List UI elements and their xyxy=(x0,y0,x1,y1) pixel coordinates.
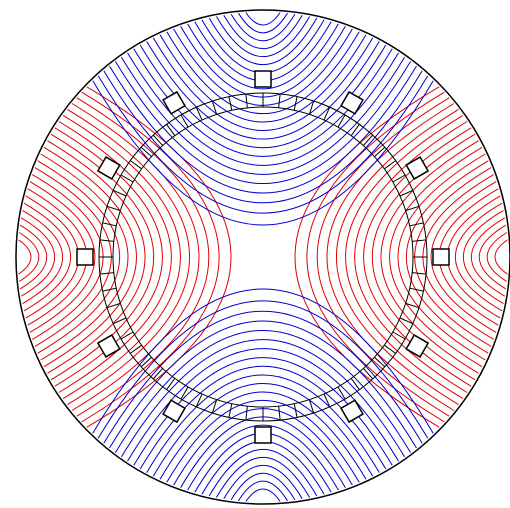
page: (() => { const data = JSON.parse(documen… xyxy=(0,0,510,508)
slot xyxy=(255,71,271,87)
slot xyxy=(255,427,271,443)
slot xyxy=(77,249,93,265)
flux-plot xyxy=(0,0,510,508)
slot xyxy=(433,249,449,265)
